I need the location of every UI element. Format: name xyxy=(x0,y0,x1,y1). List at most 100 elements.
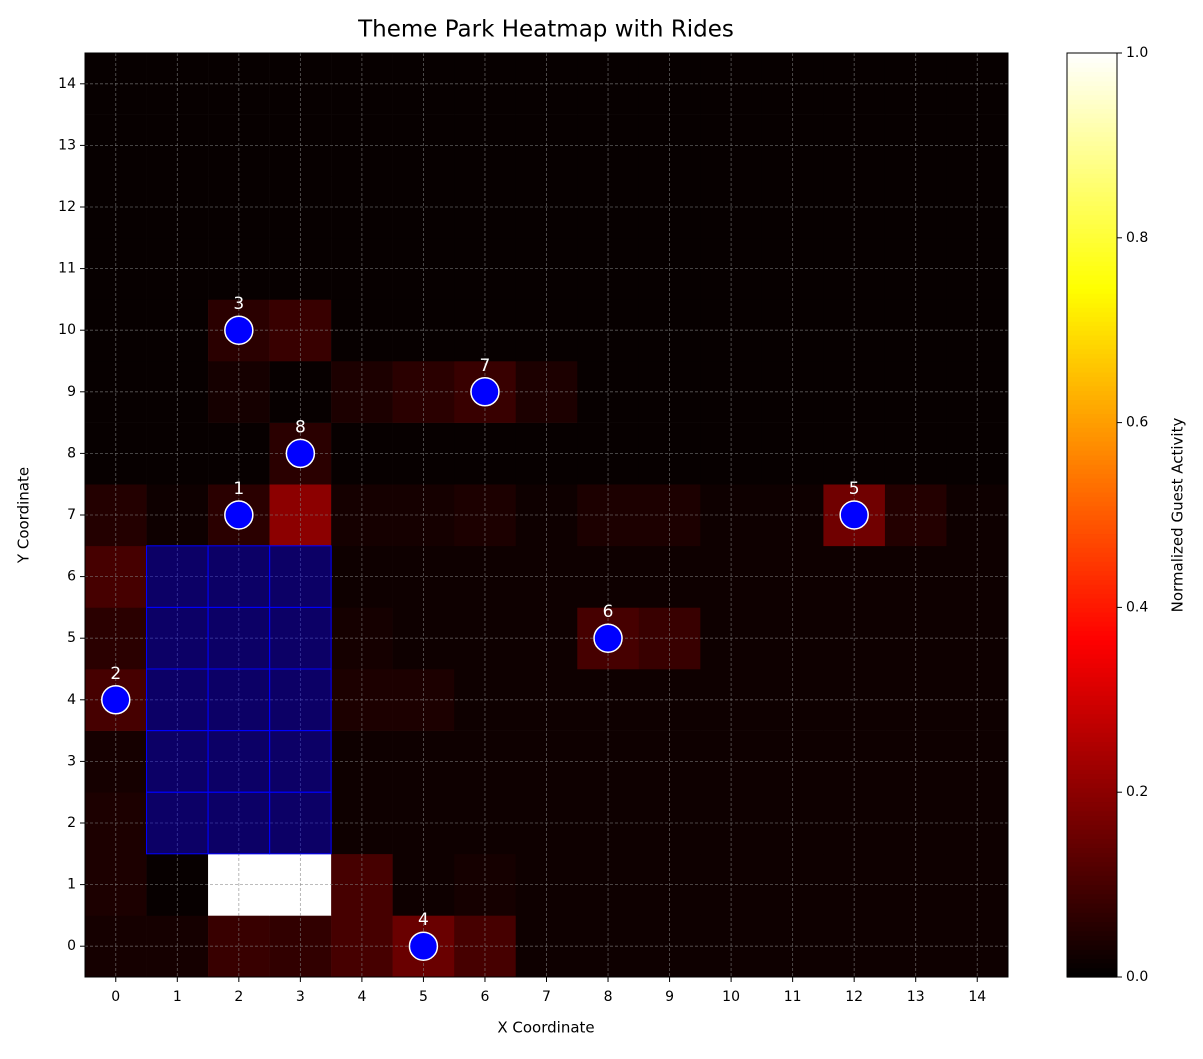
colorbar-swatch xyxy=(1067,746,1117,752)
overlay-cell xyxy=(269,668,332,732)
colorbar-swatch xyxy=(1067,330,1117,336)
colorbar-swatch xyxy=(1067,949,1117,955)
colorbar-swatch xyxy=(1067,427,1117,433)
overlay-cell xyxy=(269,791,332,855)
colorbar-swatch xyxy=(1067,782,1117,789)
overlay-cell xyxy=(207,791,271,855)
colorbar-swatch xyxy=(1067,228,1117,234)
colorbar-swatch xyxy=(1067,242,1117,248)
colorbar-swatch xyxy=(1067,103,1117,110)
colorbar-swatch xyxy=(1067,288,1117,294)
ride-marker xyxy=(408,931,439,961)
y-tick-label: 1 xyxy=(67,877,76,893)
colorbar-swatch xyxy=(1067,916,1117,923)
colorbar-swatch xyxy=(1067,140,1117,146)
colorbar-swatch xyxy=(1067,284,1117,290)
colorbar-swatch xyxy=(1067,912,1117,918)
y-tick-label: 12 xyxy=(58,199,76,215)
y-tick-label: 0 xyxy=(67,938,76,954)
colorbar-swatch xyxy=(1067,958,1117,964)
heat-cell xyxy=(823,361,886,423)
colorbar-swatch xyxy=(1067,778,1117,784)
colorbar-swatch xyxy=(1067,893,1117,900)
colorbar-swatch xyxy=(1067,62,1117,68)
y-tick-label: 13 xyxy=(58,137,76,153)
colorbar-swatch xyxy=(1067,662,1117,669)
x-tick-label: 12 xyxy=(845,989,863,1005)
colorbar-swatch xyxy=(1067,819,1117,826)
colorbar-swatch xyxy=(1067,145,1117,151)
colorbar-swatch xyxy=(1067,921,1117,927)
colorbar-swatch xyxy=(1067,940,1117,946)
colorbar-swatch xyxy=(1067,445,1117,451)
colorbar-swatch xyxy=(1067,709,1117,715)
colorbar-swatch xyxy=(1067,787,1117,793)
colorbar-swatch xyxy=(1067,672,1117,678)
colorbar-swatch xyxy=(1067,898,1117,904)
colorbar-tick-label: 1.0 xyxy=(1126,45,1148,61)
colorbar-swatch xyxy=(1067,344,1117,350)
colorbar-swatch xyxy=(1067,325,1117,331)
colorbar-swatch xyxy=(1067,454,1117,461)
ride-label: 4 xyxy=(418,910,429,930)
colorbar-swatch xyxy=(1067,99,1117,105)
colorbar-tick-label: 0.6 xyxy=(1126,415,1148,431)
overlay-cell xyxy=(269,606,332,670)
colorbar-swatch xyxy=(1067,584,1117,590)
overlay-cell xyxy=(146,791,209,855)
overlay-cell xyxy=(207,545,271,608)
colorbar-swatch xyxy=(1067,279,1117,285)
colorbar-swatch xyxy=(1067,524,1117,530)
colorbar-swatch xyxy=(1067,376,1117,382)
colorbar-swatch xyxy=(1067,889,1117,895)
colorbar-swatch xyxy=(1067,57,1117,63)
colorbar-swatch xyxy=(1067,173,1117,179)
colorbar-swatch xyxy=(1067,473,1117,479)
colorbar-swatch xyxy=(1067,191,1117,197)
x-tick-label: 3 xyxy=(296,989,305,1005)
colorbar-swatch xyxy=(1067,713,1117,719)
colorbar-swatch xyxy=(1067,644,1117,650)
overlay-cell xyxy=(146,545,209,608)
y-tick-label: 9 xyxy=(67,384,76,400)
colorbar-swatch xyxy=(1067,866,1117,872)
colorbar-swatch xyxy=(1067,381,1117,387)
colorbar-swatch xyxy=(1067,274,1117,280)
colorbar-swatch xyxy=(1067,196,1117,202)
colorbar-swatch xyxy=(1067,579,1117,585)
x-tick-label: 4 xyxy=(357,989,366,1005)
heat-cell xyxy=(823,545,886,608)
colorbar-swatch xyxy=(1067,76,1117,82)
colorbar-swatch xyxy=(1067,565,1117,572)
colorbar-swatch xyxy=(1067,339,1117,345)
colorbar-swatch xyxy=(1067,639,1117,645)
ride-label: 2 xyxy=(110,664,121,684)
colorbar-tick-label: 0.2 xyxy=(1126,784,1148,800)
ride-marker xyxy=(101,685,131,715)
colorbar-swatch xyxy=(1067,367,1117,373)
y-tick-label: 11 xyxy=(58,261,76,277)
y-tick-label: 6 xyxy=(67,569,76,585)
ride-label: 1 xyxy=(233,479,244,499)
y-tick-label: 14 xyxy=(58,76,76,92)
colorbar-swatch xyxy=(1067,205,1117,211)
colorbar-swatch xyxy=(1067,653,1117,659)
colorbar-swatch xyxy=(1067,80,1117,86)
ride-label: 5 xyxy=(849,479,860,499)
ride-marker xyxy=(224,315,254,345)
ride-label: 6 xyxy=(603,602,614,622)
colorbar-swatch xyxy=(1067,53,1117,59)
colorbar-swatch xyxy=(1067,468,1117,475)
colorbar-swatch xyxy=(1067,801,1117,807)
colorbar-swatch xyxy=(1067,727,1117,733)
colorbar-swatch xyxy=(1067,182,1117,188)
colorbar-swatch xyxy=(1067,237,1117,244)
colorbar-swatch xyxy=(1067,464,1117,470)
colorbar-swatch xyxy=(1067,394,1117,401)
colorbar-swatch xyxy=(1067,667,1117,673)
colorbar-swatch xyxy=(1067,413,1117,419)
colorbar-swatch xyxy=(1067,265,1117,271)
colorbar-swatch xyxy=(1067,422,1117,428)
y-tick-label: 7 xyxy=(67,507,76,523)
colorbar-swatch xyxy=(1067,136,1117,142)
